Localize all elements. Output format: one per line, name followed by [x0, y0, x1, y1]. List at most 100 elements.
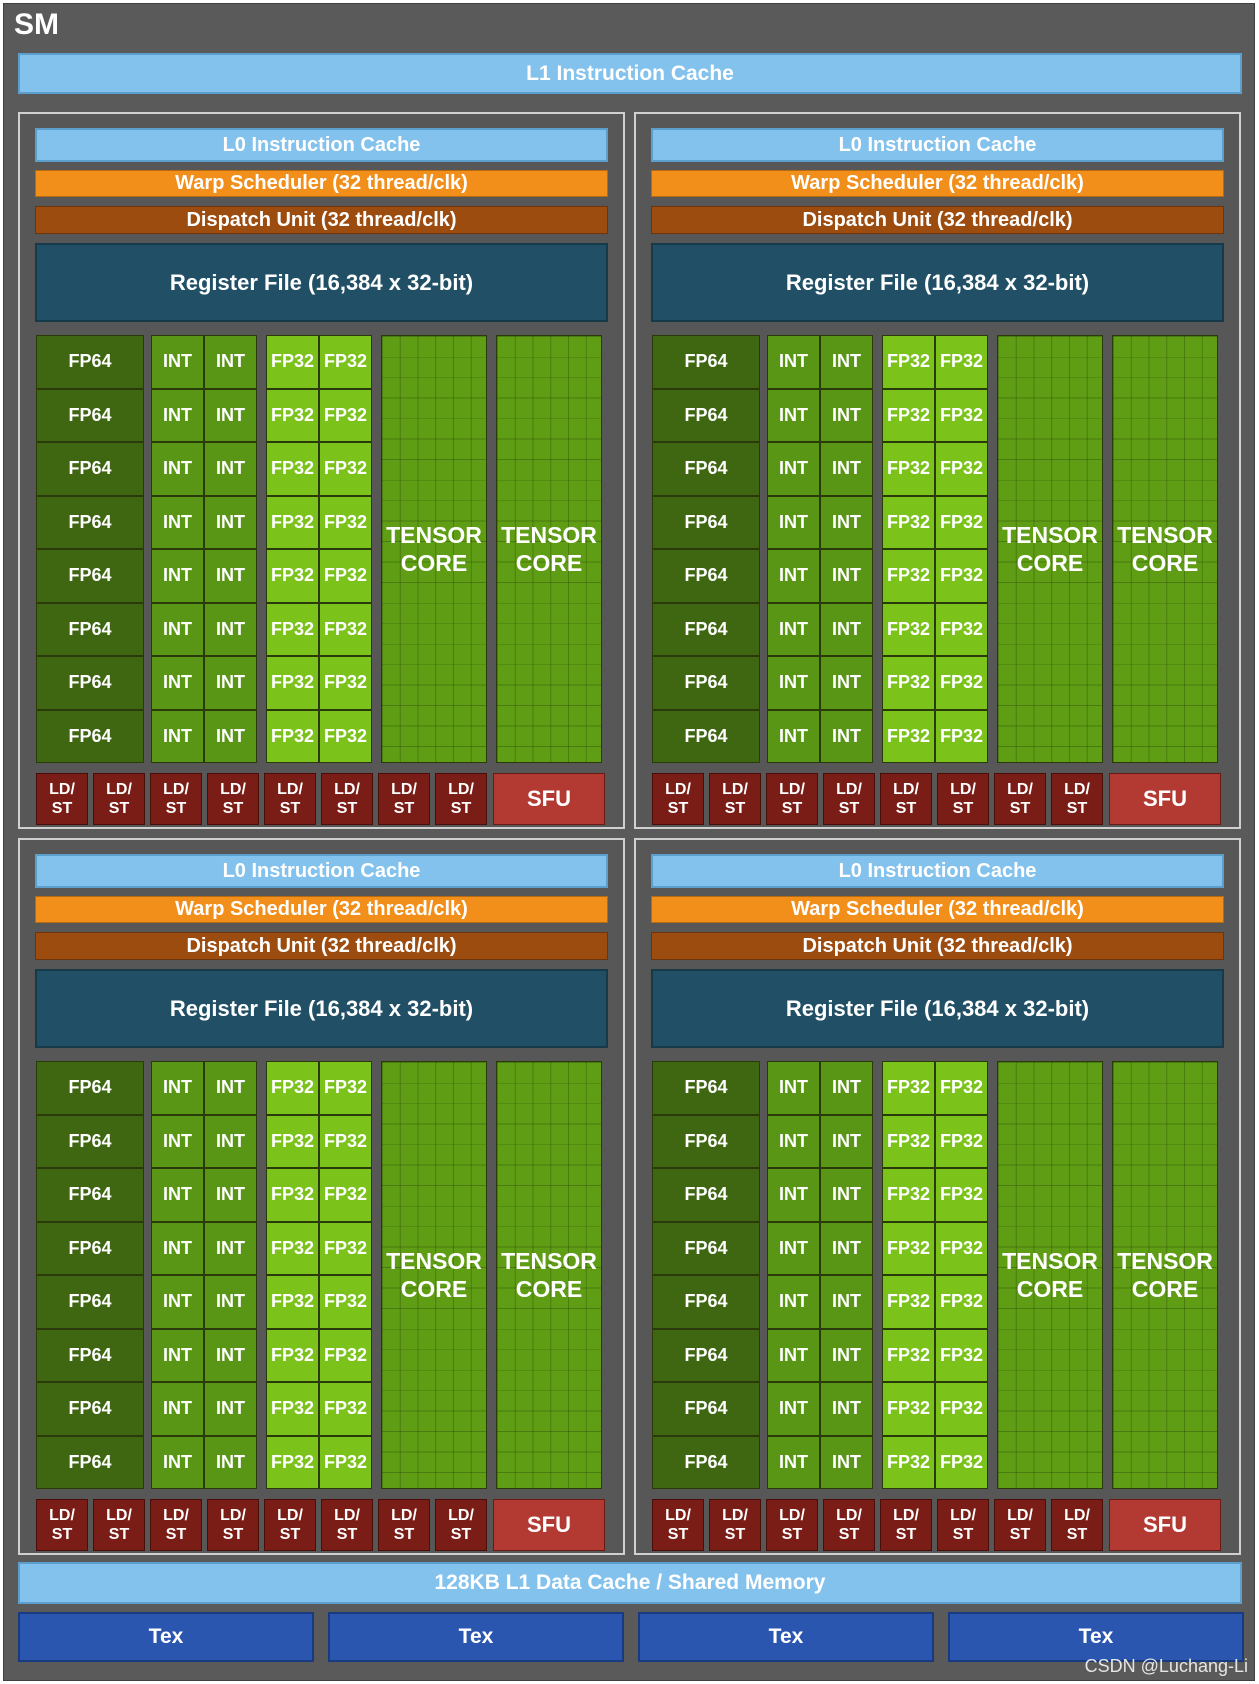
- tensor-core-label-line1: TENSOR: [501, 522, 597, 548]
- ld-st-unit: LD/ST: [823, 1499, 875, 1551]
- fp64-unit: FP64: [36, 388, 144, 442]
- tensor-core-label-line1: TENSOR: [501, 1248, 597, 1274]
- ld-st-label-line1: LD/: [448, 781, 474, 798]
- fp64-unit: FP64: [652, 602, 760, 656]
- fp32-unit: FP32: [882, 1382, 935, 1436]
- l1-instruction-cache: L1 Instruction Cache: [18, 53, 1242, 94]
- ld-st-label-line1: LD/: [277, 1507, 303, 1524]
- int-unit: INT: [767, 335, 820, 389]
- fp32-unit: FP32: [882, 656, 935, 710]
- fp64-unit: FP64: [36, 1435, 144, 1489]
- ld-st-label-line1: LD/: [334, 1507, 360, 1524]
- ld-st-label-line1: LD/: [722, 781, 748, 798]
- ld-st-unit: LD/ST: [207, 1499, 259, 1551]
- ld-st-label-line1: LD/: [277, 781, 303, 798]
- int-unit: INT: [767, 602, 820, 656]
- ld-st-label-line1: LD/: [1064, 1507, 1090, 1524]
- register-file: Register File (16,384 x 32-bit): [651, 243, 1224, 322]
- fp64-unit: FP64: [36, 1168, 144, 1222]
- ld-st-label-line2: ST: [781, 1526, 803, 1543]
- fp64-unit: FP64: [36, 442, 144, 496]
- fp64-unit: FP64: [36, 549, 144, 603]
- int-unit: INT: [767, 1328, 820, 1382]
- int-unit: INT: [151, 656, 204, 710]
- ld-st-label-line1: LD/: [334, 781, 360, 798]
- fp64-unit: FP64: [36, 495, 144, 549]
- int-unit: INT: [204, 656, 257, 710]
- fp64-unit: FP64: [36, 602, 144, 656]
- int-unit: INT: [151, 602, 204, 656]
- ld-st-unit: LD/ST: [435, 773, 487, 825]
- tensor-core-label-line2: CORE: [1131, 1276, 1199, 1302]
- fp64-unit: FP64: [652, 442, 760, 496]
- int-unit: INT: [820, 1061, 873, 1115]
- fp32-unit: FP32: [319, 1382, 372, 1436]
- ld-st-unit: LD/ST: [652, 1499, 704, 1551]
- fp64-unit: FP64: [36, 335, 144, 389]
- tensor-core: TENSOR CORE: [381, 335, 487, 763]
- fp32-unit: FP32: [319, 1275, 372, 1329]
- fp64-unit: FP64: [652, 656, 760, 710]
- fp32-unit: FP32: [319, 388, 372, 442]
- ld-st-label-line1: LD/: [106, 1507, 132, 1524]
- int-unit: INT: [204, 1221, 257, 1275]
- int-unit: INT: [151, 495, 204, 549]
- int-unit: INT: [820, 1221, 873, 1275]
- int-unit: INT: [151, 1275, 204, 1329]
- int-unit: INT: [767, 1114, 820, 1168]
- int-unit: INT: [820, 1435, 873, 1489]
- fp32-unit: FP32: [266, 1221, 319, 1275]
- ld-st-label-line1: LD/: [893, 1507, 919, 1524]
- fp32-unit: FP32: [935, 1061, 988, 1115]
- int-unit: INT: [820, 709, 873, 763]
- ld-st-label-line2: ST: [393, 1526, 415, 1543]
- fp32-unit: FP32: [935, 1114, 988, 1168]
- int-unit: INT: [767, 549, 820, 603]
- ld-st-unit: LD/ST: [709, 1499, 761, 1551]
- fp64-unit: FP64: [652, 1328, 760, 1382]
- int-unit: INT: [204, 388, 257, 442]
- int-unit: INT: [767, 388, 820, 442]
- fp32-unit: FP32: [266, 388, 319, 442]
- ld-st-label-line1: LD/: [836, 1507, 862, 1524]
- fp64-unit: FP64: [36, 709, 144, 763]
- tensor-core-label-line2: CORE: [1016, 550, 1084, 576]
- tensor-core: TENSOR CORE: [997, 335, 1103, 763]
- int-unit: INT: [151, 1221, 204, 1275]
- int-unit: INT: [204, 549, 257, 603]
- fp32-unit: FP32: [266, 1382, 319, 1436]
- l0-instruction-cache: L0 Instruction Cache: [651, 128, 1224, 162]
- ld-st-label-line1: LD/: [163, 1507, 189, 1524]
- ld-st-label-line2: ST: [336, 1526, 358, 1543]
- warp-scheduler: Warp Scheduler (32 thread/clk): [651, 896, 1224, 923]
- int-unit: INT: [204, 1328, 257, 1382]
- int-unit: INT: [204, 709, 257, 763]
- ld-st-label-line2: ST: [165, 800, 187, 817]
- int-unit: INT: [204, 1275, 257, 1329]
- tex-unit: Tex: [638, 1612, 934, 1662]
- int-unit: INT: [820, 388, 873, 442]
- ld-st-unit: LD/ST: [321, 773, 373, 825]
- sfu-unit: SFU: [493, 773, 605, 825]
- processing-block-2: L0 Instruction Cache Warp Scheduler (32 t…: [634, 112, 1241, 829]
- ld-st-unit: LD/ST: [880, 773, 932, 825]
- int-unit: INT: [820, 495, 873, 549]
- sfu-unit: SFU: [1109, 1499, 1221, 1551]
- ld-st-unit: LD/ST: [36, 1499, 88, 1551]
- fp32-unit: FP32: [266, 549, 319, 603]
- fp64-unit: FP64: [36, 1114, 144, 1168]
- sm-title: SM: [14, 8, 59, 41]
- fp64-unit: FP64: [652, 709, 760, 763]
- warp-scheduler: Warp Scheduler (32 thread/clk): [35, 896, 608, 923]
- fp32-unit: FP32: [882, 602, 935, 656]
- fp32-unit: FP32: [882, 1061, 935, 1115]
- fp32-unit: FP32: [882, 1221, 935, 1275]
- register-file: Register File (16,384 x 32-bit): [35, 969, 608, 1048]
- fp32-unit: FP32: [266, 1275, 319, 1329]
- fp32-unit: FP32: [266, 709, 319, 763]
- fp32-unit: FP32: [882, 1114, 935, 1168]
- fp32-unit: FP32: [935, 388, 988, 442]
- ld-st-unit: LD/ST: [435, 1499, 487, 1551]
- tex-unit: Tex: [328, 1612, 624, 1662]
- ld-st-unit: LD/ST: [766, 773, 818, 825]
